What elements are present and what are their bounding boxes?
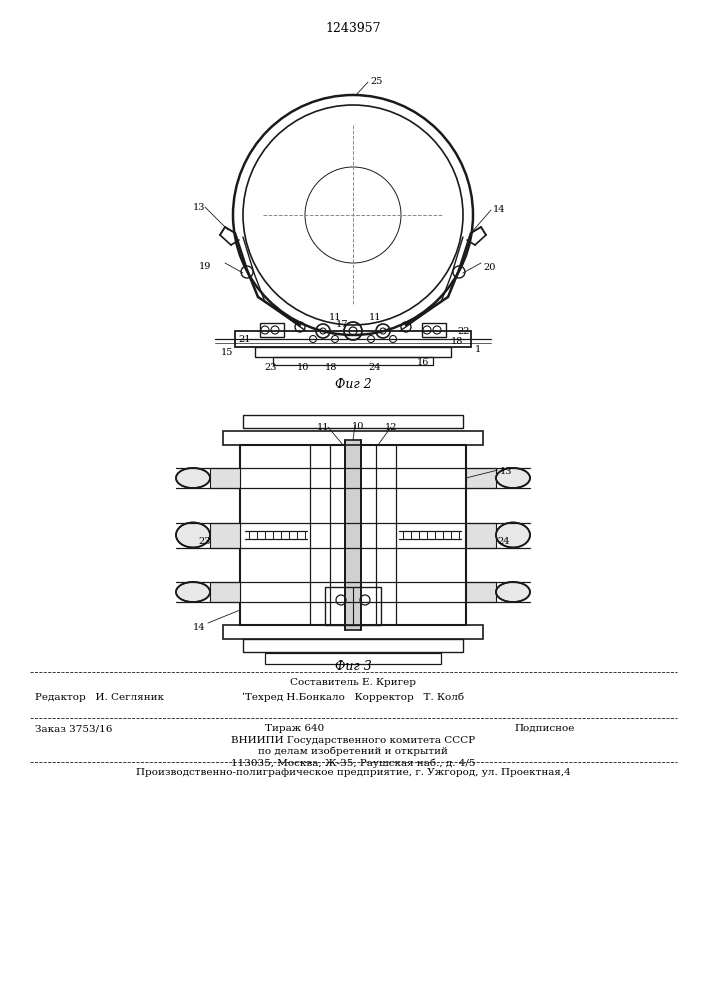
Bar xyxy=(210,522,240,548)
Text: 23: 23 xyxy=(199,537,211,546)
Text: 18: 18 xyxy=(451,337,463,346)
Text: 22: 22 xyxy=(457,327,469,336)
Ellipse shape xyxy=(496,582,530,602)
Text: Заказ 3753/16: Заказ 3753/16 xyxy=(35,724,112,733)
Bar xyxy=(422,323,446,337)
Text: 25: 25 xyxy=(370,77,382,86)
Text: 17: 17 xyxy=(336,320,348,329)
Bar xyxy=(265,653,441,664)
Bar xyxy=(243,639,463,652)
Bar xyxy=(243,415,463,428)
Text: 24: 24 xyxy=(369,363,381,372)
Text: 18: 18 xyxy=(325,363,337,372)
Bar xyxy=(210,468,240,488)
Ellipse shape xyxy=(496,522,530,548)
Bar xyxy=(235,331,471,347)
Text: 1: 1 xyxy=(475,345,481,354)
Text: 19: 19 xyxy=(199,262,211,271)
Text: Составитель Е. Кригер: Составитель Е. Кригер xyxy=(290,678,416,687)
Bar xyxy=(240,445,466,625)
Bar xyxy=(223,625,483,639)
Bar xyxy=(466,468,496,488)
Bar xyxy=(325,587,381,625)
Bar xyxy=(466,582,496,602)
Bar xyxy=(210,582,240,602)
Text: 11: 11 xyxy=(317,423,329,432)
Text: 1243957: 1243957 xyxy=(325,22,381,35)
Text: 13: 13 xyxy=(193,203,206,212)
Bar xyxy=(223,431,483,445)
Text: ʹТехред Н.Бонкало   Корректор   Т. Колб: ʹТехред Н.Бонкало Корректор Т. Колб xyxy=(242,693,464,702)
Ellipse shape xyxy=(176,468,210,488)
Bar xyxy=(466,522,496,548)
Text: 10: 10 xyxy=(297,363,309,372)
Text: Производственно-полиграфическое предприятие, г. Ужгород, ул. Проектная,4: Производственно-полиграфическое предприя… xyxy=(136,768,571,777)
Text: 10: 10 xyxy=(352,422,364,431)
Text: 20: 20 xyxy=(483,263,496,272)
Text: по делам изобретений и открытий: по делам изобретений и открытий xyxy=(258,747,448,756)
Text: 12: 12 xyxy=(385,423,397,432)
Ellipse shape xyxy=(496,468,530,488)
Text: 11: 11 xyxy=(329,313,341,322)
Text: Редактор   И. Сегляник: Редактор И. Сегляник xyxy=(35,693,164,702)
Text: 24: 24 xyxy=(497,537,510,546)
Text: Фиг 2: Фиг 2 xyxy=(334,378,371,391)
Text: 14: 14 xyxy=(192,623,205,632)
Text: 11: 11 xyxy=(369,313,381,322)
Text: 113035, Москва, Ж-35, Раушская наб., д. 4/5: 113035, Москва, Ж-35, Раушская наб., д. … xyxy=(230,758,475,768)
Text: 23: 23 xyxy=(264,363,277,372)
Text: 13: 13 xyxy=(500,467,513,476)
Text: 16: 16 xyxy=(417,358,429,367)
Text: 15: 15 xyxy=(221,348,233,357)
Text: 14: 14 xyxy=(493,205,506,214)
Text: Тираж 640: Тираж 640 xyxy=(265,724,325,733)
Text: ВНИИПИ Государственного комитета СССР: ВНИИПИ Государственного комитета СССР xyxy=(231,736,475,745)
Bar xyxy=(273,357,433,365)
Ellipse shape xyxy=(176,522,210,548)
Text: Фиг 3: Фиг 3 xyxy=(334,660,371,673)
Bar xyxy=(255,347,451,357)
Text: 21: 21 xyxy=(238,335,251,344)
Bar xyxy=(260,323,284,337)
Text: Подписное: Подписное xyxy=(515,724,575,733)
Bar xyxy=(345,440,361,630)
Ellipse shape xyxy=(176,582,210,602)
